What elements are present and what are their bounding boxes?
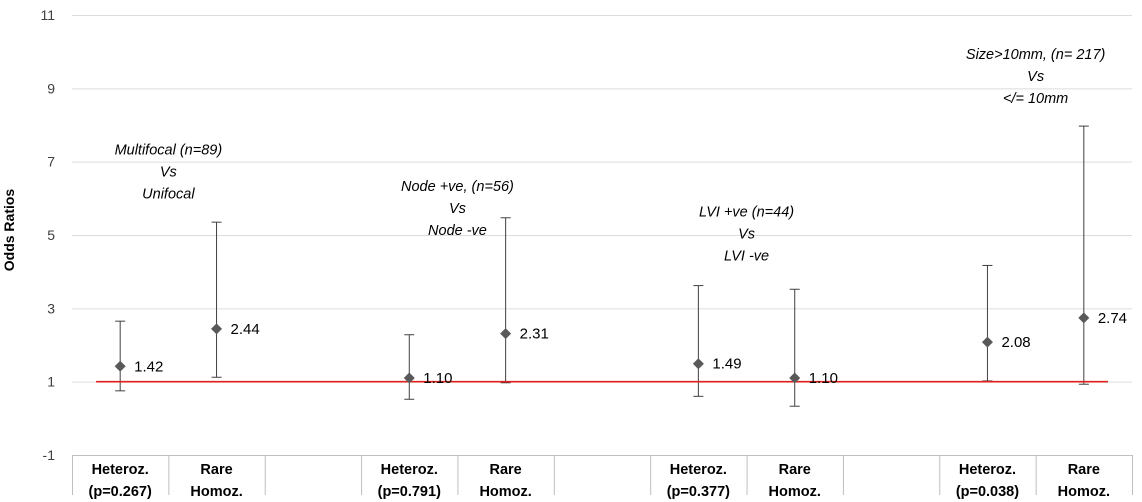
data-points xyxy=(114,312,1090,384)
data-label: 2.44 xyxy=(231,321,260,338)
data-label: 1.49 xyxy=(712,356,741,373)
y-tick-label: 7 xyxy=(47,154,55,170)
data-label: 2.31 xyxy=(520,326,549,343)
group-annotation: Size>10mm, (n= 217) Vs </= 10mm xyxy=(966,47,1105,107)
y-tick-labels: -1 1 3 5 7 9 11 xyxy=(40,7,55,463)
group-annotations: Multifocal (n=89) Vs Unifocal Node +ve, (n=… xyxy=(115,47,1106,265)
category-label: Heteroz. (p=0.377) xyxy=(667,462,730,500)
data-point xyxy=(403,372,415,384)
data-point xyxy=(114,360,126,372)
y-gridlines xyxy=(72,15,1132,456)
group-annotation: LVI +ve (n=44) Vs LVI -ve xyxy=(699,205,794,265)
y-tick-label: -1 xyxy=(43,447,56,463)
data-labels: 1.42 2.44 1.10 2.31 1.49 1.10 2.08 2.74 xyxy=(134,310,1127,387)
data-point xyxy=(211,323,223,335)
data-label: 2.08 xyxy=(1001,334,1030,351)
data-label: 1.10 xyxy=(809,370,838,387)
y-tick-label: 11 xyxy=(40,7,55,23)
data-point xyxy=(500,328,512,340)
category-label: Heteroz. (p=0.267) xyxy=(89,462,152,500)
group-annotation: Multifocal (n=89) Vs Unifocal xyxy=(115,142,223,202)
category-label: Heteroz. (p=0.791) xyxy=(378,462,441,500)
error-bars xyxy=(115,125,1089,407)
group-annotation: Node +ve, (n=56) Vs Node -ve xyxy=(401,179,514,239)
data-label: 1.10 xyxy=(423,370,452,387)
data-point xyxy=(1078,312,1090,324)
y-tick-label: 1 xyxy=(47,374,55,390)
data-label: 1.42 xyxy=(134,358,163,375)
data-point xyxy=(789,372,801,384)
y-tick-label: 5 xyxy=(47,227,55,243)
category-label: Heteroz. (p=0.038) xyxy=(956,462,1019,500)
y-tick-label: 9 xyxy=(47,80,55,96)
y-axis-label: Odds Ratios xyxy=(1,189,17,272)
data-point xyxy=(981,336,993,348)
data-point xyxy=(692,358,704,370)
data-label: 2.74 xyxy=(1098,310,1127,327)
y-tick-label: 3 xyxy=(47,300,55,316)
